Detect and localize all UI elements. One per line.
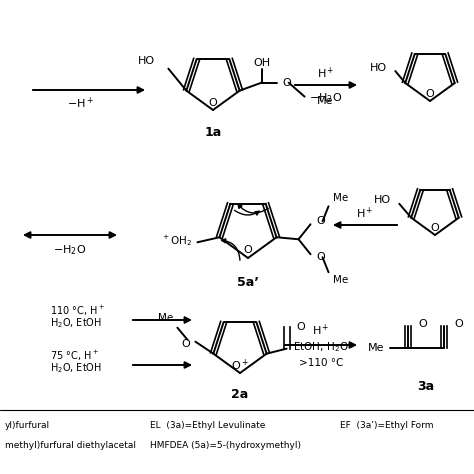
Text: Me: Me — [317, 96, 333, 106]
Text: O: O — [182, 338, 191, 349]
Text: yl)furfural: yl)furfural — [5, 420, 50, 429]
Text: H$_2$O, EtOH: H$_2$O, EtOH — [50, 316, 102, 330]
Text: Me: Me — [333, 193, 348, 203]
Text: H$^+$: H$^+$ — [317, 65, 335, 81]
Text: Me: Me — [367, 343, 384, 353]
Text: EtOH, H$_2$O: EtOH, H$_2$O — [293, 340, 349, 354]
Text: O: O — [418, 319, 427, 329]
Text: HO: HO — [374, 195, 391, 205]
Text: >110 °C: >110 °C — [299, 358, 343, 368]
Text: OH: OH — [253, 58, 270, 68]
Text: Me: Me — [333, 275, 348, 285]
Text: $-$H$_2$O: $-$H$_2$O — [54, 243, 87, 257]
Text: $-$H$_2$O: $-$H$_2$O — [310, 91, 343, 105]
Text: O: O — [317, 252, 325, 262]
Text: O: O — [283, 78, 292, 88]
Text: EF  (3a’)=Ethyl Form: EF (3a’)=Ethyl Form — [340, 420, 434, 429]
Text: $^+$OH$_2$: $^+$OH$_2$ — [161, 233, 192, 248]
Text: 5a’: 5a’ — [237, 276, 259, 290]
Text: EL  (3a)=Ethyl Levulinate: EL (3a)=Ethyl Levulinate — [150, 420, 265, 429]
Text: HO: HO — [138, 55, 155, 66]
Text: O: O — [244, 245, 252, 255]
Text: O: O — [454, 319, 463, 329]
Text: 1a: 1a — [204, 126, 222, 138]
Text: HMFDEA (5a)=5-(hydroxymethyl): HMFDEA (5a)=5-(hydroxymethyl) — [150, 440, 301, 449]
Text: H$^+$: H$^+$ — [312, 322, 330, 337]
Text: H$_2$O, EtOH: H$_2$O, EtOH — [50, 361, 102, 375]
Text: O: O — [430, 223, 439, 233]
Text: O: O — [426, 89, 434, 99]
Text: O: O — [317, 216, 325, 226]
Text: methyl)furfural diethylacetal: methyl)furfural diethylacetal — [5, 440, 136, 449]
Text: $-$H$^+$: $-$H$^+$ — [66, 95, 93, 110]
Text: O$^+$: O$^+$ — [231, 357, 249, 373]
Text: 110 °C, H$^+$: 110 °C, H$^+$ — [50, 304, 105, 318]
Text: Me: Me — [158, 313, 173, 323]
Text: 75 °C, H$^+$: 75 °C, H$^+$ — [50, 349, 99, 363]
Text: 2a: 2a — [231, 389, 249, 401]
Text: HO: HO — [370, 63, 387, 73]
Text: O: O — [297, 322, 305, 332]
Text: O: O — [209, 98, 218, 108]
Text: H$^+$: H$^+$ — [356, 205, 374, 221]
Text: 3a: 3a — [418, 380, 435, 392]
